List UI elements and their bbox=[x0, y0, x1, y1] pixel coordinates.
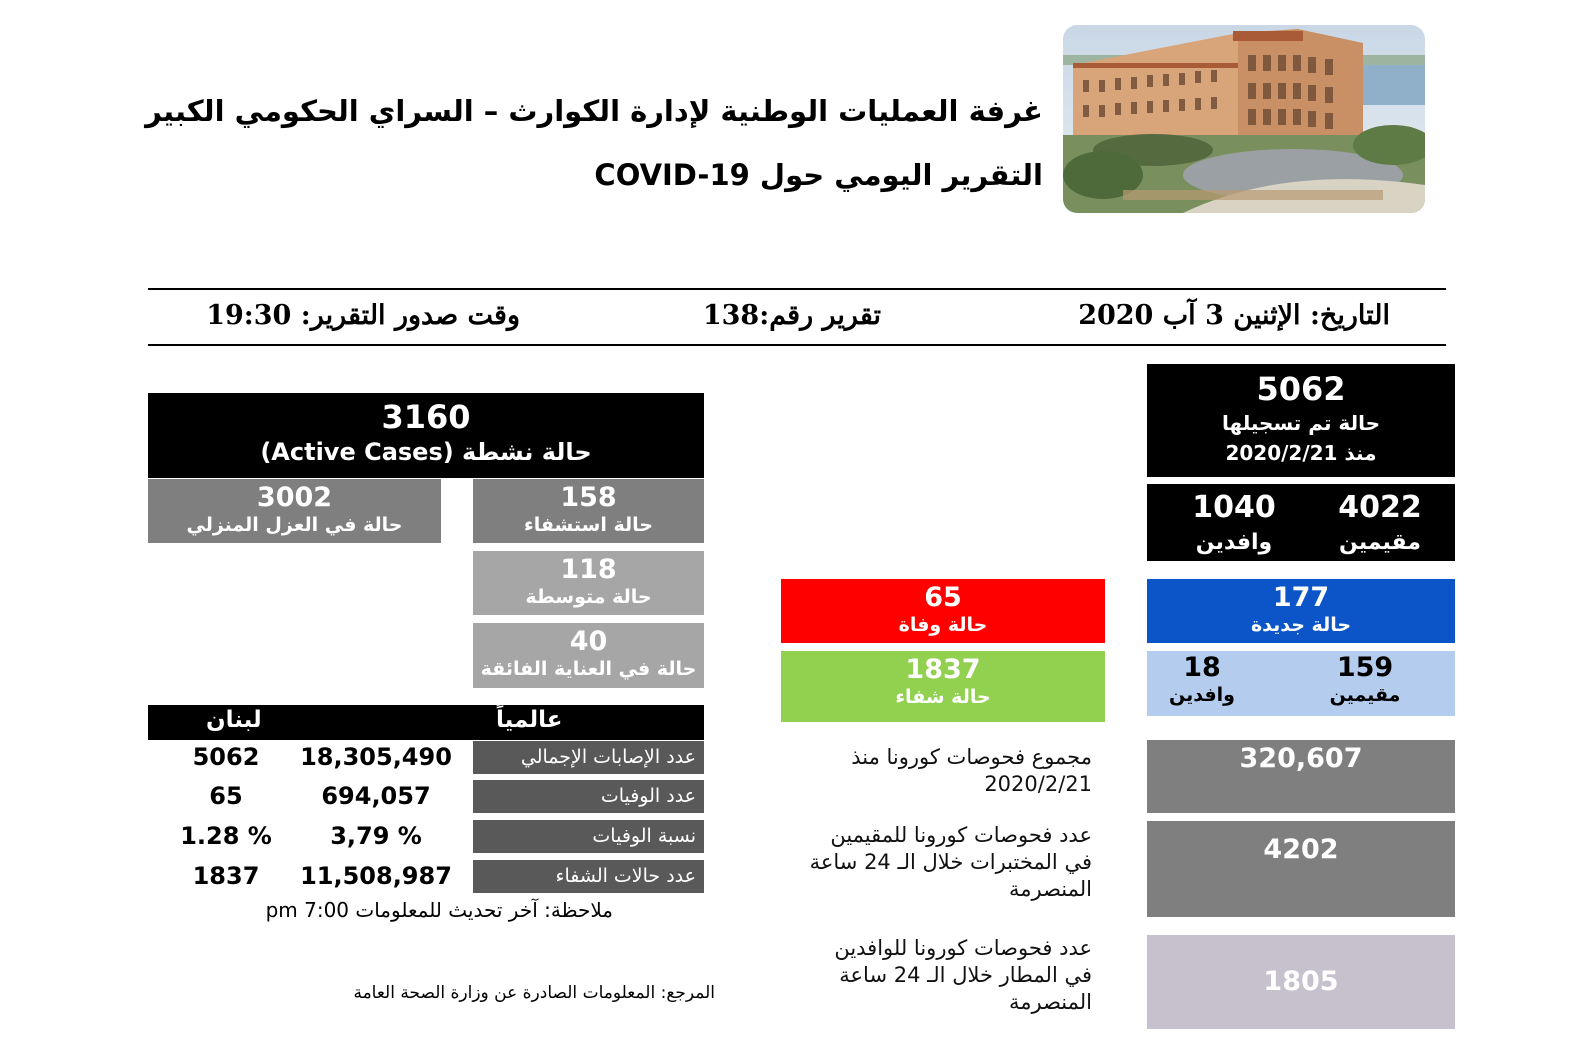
tests-residents-desc-line3: المنصرمة bbox=[1008, 877, 1092, 901]
tests-arrivals-desc-line1: عدد فحوصات كورونا للوافدين bbox=[834, 936, 1092, 960]
header-title-line2: التقرير اليومي حول COVID-19 bbox=[594, 158, 1043, 192]
tests-residents-desc-line1: عدد فحوصات كورونا للمقيمين bbox=[830, 823, 1092, 847]
tests-total-box: 320,607 bbox=[1147, 740, 1455, 813]
tests-arrivals-box: 1805 bbox=[1147, 935, 1455, 1029]
moderate-box: 118 حالة متوسطة bbox=[473, 551, 704, 615]
row-global-value: 11,508,987 bbox=[300, 862, 452, 890]
table-row: عدد الوفيات 694,057 65 bbox=[148, 780, 704, 813]
new-arrivals-label: وافدين bbox=[1169, 684, 1235, 706]
new-residents-label: مقيمين bbox=[1329, 684, 1401, 706]
hospitalized-box: 158 حالة استشفاء bbox=[473, 479, 704, 543]
home-isolation-value: 3002 bbox=[256, 482, 333, 513]
row-label: عدد الوفيات bbox=[473, 780, 704, 813]
row-lebanon-value: 1837 bbox=[192, 862, 260, 890]
registered-residents-label: مقيمين bbox=[1339, 530, 1421, 555]
table-row: نسبة الوفيات 3,79 % 1.28 % bbox=[148, 820, 704, 853]
report-date: التاريخ: الإثنين 3 آب 2020 bbox=[1078, 300, 1390, 331]
tests-residents-desc-line2: في المختبرات خلال الـ 24 ساعة bbox=[809, 850, 1092, 874]
new-cases-box: 177 حالة جديدة bbox=[1147, 579, 1455, 643]
moderate-label: حالة متوسطة bbox=[525, 586, 652, 608]
tests-total-desc: مجموع فحوصات كورونا منذ 2020/2/21 bbox=[792, 744, 1092, 798]
tests-arrivals-desc: عدد فحوصات كورونا للوافدين في المطار خلا… bbox=[772, 935, 1092, 1016]
registered-arrivals-label: وافدين bbox=[1195, 530, 1273, 555]
update-note: ملاحظة: آخر تحديث للمعلومات 7:00 pm bbox=[265, 898, 613, 922]
new-cases-split-box: 159 مقيمين 18 وافدين bbox=[1147, 651, 1455, 716]
registered-arrivals-value: 1040 bbox=[1192, 490, 1276, 525]
row-label: عدد حالات الشفاء bbox=[473, 860, 704, 893]
registered-label: حالة تم تسجيلها bbox=[1222, 411, 1380, 435]
column-lebanon: لبنان bbox=[206, 707, 262, 733]
comparison-header: عالمياً لبنان bbox=[148, 705, 704, 740]
row-label: عدد الإصابات الإجمالي bbox=[473, 741, 704, 774]
moderate-value: 118 bbox=[560, 554, 617, 585]
bottom-rule bbox=[148, 344, 1446, 346]
row-lebanon-value: 1.28 % bbox=[180, 822, 272, 850]
tests-residents-desc: عدد فحوصات كورونا للمقيمين في المختبرات … bbox=[772, 822, 1092, 903]
hospitalized-label: حالة استشفاء bbox=[524, 514, 653, 536]
registered-value: 5062 bbox=[1256, 370, 1346, 408]
recoveries-label: حالة شفاء bbox=[895, 686, 991, 708]
reference-note: المرجع: المعلومات الصادرة عن وزارة الصحة… bbox=[353, 983, 715, 1003]
tests-residents-value: 4202 bbox=[1263, 834, 1339, 865]
table-row: عدد حالات الشفاء 11,508,987 1837 bbox=[148, 860, 704, 893]
row-global-value: 3,79 % bbox=[330, 822, 422, 850]
new-cases-value: 177 bbox=[1272, 582, 1330, 613]
tests-arrivals-desc-line3: المنصرمة bbox=[1008, 990, 1092, 1014]
home-isolation-label: حالة في العزل المنزلي bbox=[186, 514, 403, 536]
registered-residents-value: 4022 bbox=[1338, 490, 1422, 525]
row-label: نسبة الوفيات bbox=[473, 820, 704, 853]
tests-total-value: 320,607 bbox=[1239, 743, 1363, 774]
registered-since: منذ 2020/2/21 bbox=[1225, 441, 1377, 465]
grand-serail-photo bbox=[1063, 25, 1425, 213]
registered-arrivals: 1040 وافدين bbox=[1169, 488, 1299, 558]
tests-residents-box: 4202 bbox=[1147, 821, 1455, 917]
recoveries-box: 1837 حالة شفاء bbox=[781, 651, 1105, 722]
row-global-value: 18,305,490 bbox=[300, 743, 452, 771]
registered-cases-box: 5062 حالة تم تسجيلها منذ 2020/2/21 bbox=[1147, 364, 1455, 477]
tests-total-desc-line2: 2020/2/21 bbox=[984, 772, 1092, 796]
tests-arrivals-desc-line2: في المطار خلال الـ 24 ساعة bbox=[839, 963, 1092, 987]
tests-arrivals-value: 1805 bbox=[1263, 966, 1339, 997]
new-residents-value: 159 bbox=[1336, 652, 1394, 683]
row-global-value: 694,057 bbox=[321, 782, 431, 810]
new-residents: 159 مقيمين bbox=[1305, 653, 1425, 707]
new-arrivals: 18 وافدين bbox=[1147, 653, 1257, 707]
table-row: عدد الإصابات الإجمالي 18,305,490 5062 bbox=[148, 741, 704, 774]
icu-value: 40 bbox=[569, 626, 608, 657]
registered-split-box: 4022 مقيمين 1040 وافدين bbox=[1147, 484, 1455, 561]
deaths-box: 65 حالة وفاة bbox=[781, 579, 1105, 643]
recoveries-value: 1837 bbox=[905, 654, 981, 685]
deaths-value: 65 bbox=[924, 582, 962, 613]
icu-label: حالة في العناية الفائقة bbox=[480, 658, 697, 680]
report-time: وقت صدور التقرير: 19:30 bbox=[206, 300, 520, 331]
report-number: تقرير رقم:138 bbox=[702, 300, 881, 331]
home-isolation-box: 3002 حالة في العزل المنزلي bbox=[148, 479, 441, 543]
row-lebanon-value: 65 bbox=[209, 782, 243, 810]
icu-box: 40 حالة في العناية الفائقة bbox=[473, 623, 704, 688]
header-title-line1: غرفة العمليات الوطنية لإدارة الكوارث – ا… bbox=[145, 94, 1043, 128]
top-rule bbox=[148, 288, 1446, 290]
active-cases-box: 3160 حالة نشطة (Active Cases) bbox=[148, 393, 704, 478]
new-arrivals-value: 18 bbox=[1183, 652, 1221, 683]
row-lebanon-value: 5062 bbox=[192, 743, 260, 771]
registered-residents: 4022 مقيمين bbox=[1315, 488, 1445, 558]
active-cases-value: 3160 bbox=[381, 398, 471, 436]
deaths-label: حالة وفاة bbox=[898, 614, 988, 636]
tests-total-desc-line1: مجموع فحوصات كورونا منذ bbox=[851, 745, 1092, 769]
new-cases-label: حالة جديدة bbox=[1250, 614, 1352, 636]
column-global: عالمياً bbox=[496, 707, 563, 733]
hospitalized-value: 158 bbox=[560, 482, 617, 513]
active-cases-label: حالة نشطة (Active Cases) bbox=[260, 438, 592, 466]
